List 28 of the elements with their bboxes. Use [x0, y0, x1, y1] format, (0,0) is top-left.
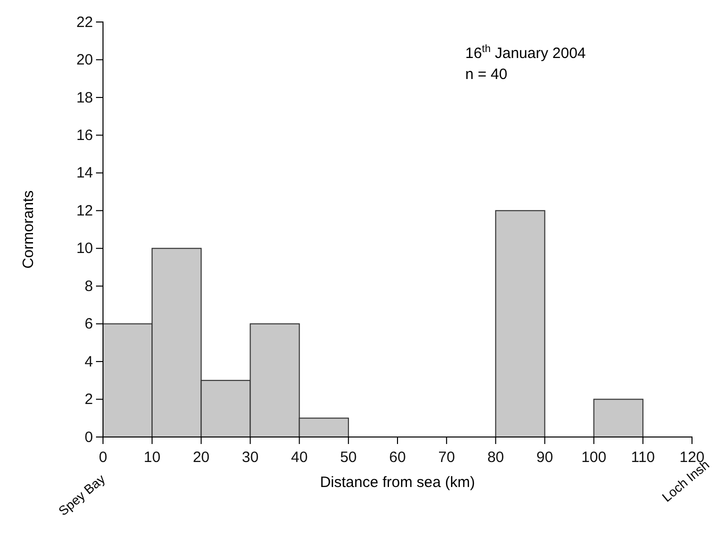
y-tick-label: 16: [76, 126, 93, 144]
y-tick-label: 6: [84, 316, 93, 333]
x-tick-label: 80: [487, 449, 504, 466]
y-tick-label: 4: [84, 353, 93, 370]
x-tick-label: 30: [242, 449, 259, 466]
annotation: n = 40: [465, 66, 508, 83]
x-axis-title: Distance from sea (km): [320, 474, 476, 491]
x-tick-label: 100: [581, 449, 606, 466]
y-tick-label: 12: [76, 202, 93, 220]
y-tick-label: 20: [76, 52, 93, 69]
y-tick-label: 8: [84, 278, 93, 295]
x-tick-label: 90: [536, 449, 554, 466]
y-tick-label: 0: [84, 428, 93, 446]
y-axis-title: Cormorants: [20, 190, 37, 269]
y-tick-label: 18: [76, 89, 93, 106]
x-tick-label: 50: [340, 449, 357, 466]
x-tick-label: 70: [438, 449, 455, 466]
x-tick-label: 40: [290, 449, 308, 466]
x-tick-label: 60: [389, 449, 406, 466]
x-tick-label: 10: [144, 449, 160, 466]
y-tick-label: 10: [76, 240, 93, 258]
x-tick-label: 110: [630, 449, 655, 466]
x-tick-label: 0: [98, 449, 108, 466]
y-tick-label: 2: [84, 391, 93, 408]
annotation: 16$^{th}$ January 2004: [465, 43, 586, 62]
y-tick-label: 14: [76, 164, 93, 182]
y-tick-label: 22: [76, 14, 93, 31]
x-tick-label: 20: [192, 449, 210, 466]
